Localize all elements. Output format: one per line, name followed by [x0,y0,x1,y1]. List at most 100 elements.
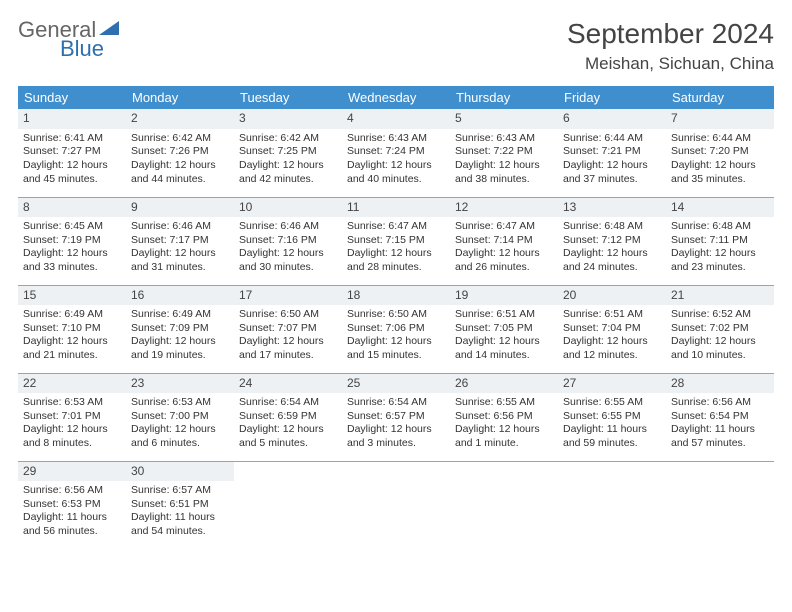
calendar-day-cell [450,461,558,549]
sunrise-text: Sunrise: 6:47 AM [455,220,553,234]
calendar-day-cell: 16Sunrise: 6:49 AMSunset: 7:09 PMDayligh… [126,285,234,373]
day-number: 27 [558,374,666,394]
sunset-text: Sunset: 7:05 PM [455,322,553,336]
sunset-text: Sunset: 7:06 PM [347,322,445,336]
sunrise-text: Sunrise: 6:43 AM [455,132,553,146]
calendar-day-cell: 24Sunrise: 6:54 AMSunset: 6:59 PMDayligh… [234,373,342,461]
calendar-table: Sunday Monday Tuesday Wednesday Thursday… [18,86,774,549]
daylight-text: Daylight: 11 hours [131,511,229,525]
sunset-text: Sunset: 7:17 PM [131,234,229,248]
daylight-text: Daylight: 12 hours [131,423,229,437]
sunset-text: Sunset: 7:10 PM [23,322,121,336]
daylight-text: and 17 minutes. [239,349,337,363]
daylight-text: and 38 minutes. [455,173,553,187]
logo: General Blue [18,18,119,60]
daylight-text: and 24 minutes. [563,261,661,275]
sunset-text: Sunset: 6:55 PM [563,410,661,424]
sunset-text: Sunset: 7:02 PM [671,322,769,336]
daylight-text: and 26 minutes. [455,261,553,275]
daylight-text: and 14 minutes. [455,349,553,363]
sunrise-text: Sunrise: 6:48 AM [671,220,769,234]
sunrise-text: Sunrise: 6:49 AM [131,308,229,322]
calendar-day-cell: 1Sunrise: 6:41 AMSunset: 7:27 PMDaylight… [18,109,126,197]
calendar-day-cell [666,461,774,549]
sunset-text: Sunset: 6:59 PM [239,410,337,424]
daylight-text: Daylight: 12 hours [671,159,769,173]
day-number: 22 [18,374,126,394]
day-number: 6 [558,109,666,129]
sunrise-text: Sunrise: 6:53 AM [131,396,229,410]
calendar-day-cell: 9Sunrise: 6:46 AMSunset: 7:17 PMDaylight… [126,197,234,285]
logo-line2: Blue [60,37,119,60]
sunrise-text: Sunrise: 6:46 AM [239,220,337,234]
day-number: 20 [558,286,666,306]
daylight-text: Daylight: 12 hours [239,335,337,349]
day-number: 11 [342,198,450,218]
daylight-text: Daylight: 12 hours [23,159,121,173]
calendar-day-cell: 29Sunrise: 6:56 AMSunset: 6:53 PMDayligh… [18,461,126,549]
sunset-text: Sunset: 7:25 PM [239,145,337,159]
daylight-text: Daylight: 12 hours [239,159,337,173]
daylight-text: Daylight: 11 hours [23,511,121,525]
daylight-text: Daylight: 12 hours [563,247,661,261]
calendar-day-cell [558,461,666,549]
day-number: 3 [234,109,342,129]
daylight-text: Daylight: 12 hours [455,423,553,437]
daylight-text: Daylight: 12 hours [131,335,229,349]
daylight-text: and 5 minutes. [239,437,337,451]
weekday-header: Saturday [666,86,774,109]
sunrise-text: Sunrise: 6:47 AM [347,220,445,234]
calendar-day-cell: 3Sunrise: 6:42 AMSunset: 7:25 PMDaylight… [234,109,342,197]
daylight-text: Daylight: 11 hours [671,423,769,437]
day-number: 24 [234,374,342,394]
sunrise-text: Sunrise: 6:57 AM [131,484,229,498]
daylight-text: and 12 minutes. [563,349,661,363]
weekday-header: Friday [558,86,666,109]
daylight-text: Daylight: 12 hours [239,247,337,261]
daylight-text: and 37 minutes. [563,173,661,187]
weekday-header: Thursday [450,86,558,109]
sunrise-text: Sunrise: 6:42 AM [131,132,229,146]
sunrise-text: Sunrise: 6:44 AM [563,132,661,146]
daylight-text: Daylight: 12 hours [131,159,229,173]
daylight-text: Daylight: 12 hours [671,335,769,349]
sunset-text: Sunset: 7:12 PM [563,234,661,248]
daylight-text: and 15 minutes. [347,349,445,363]
calendar-day-cell: 14Sunrise: 6:48 AMSunset: 7:11 PMDayligh… [666,197,774,285]
sunset-text: Sunset: 7:09 PM [131,322,229,336]
calendar-day-cell: 6Sunrise: 6:44 AMSunset: 7:21 PMDaylight… [558,109,666,197]
sunset-text: Sunset: 7:22 PM [455,145,553,159]
calendar-day-cell: 19 Sunrise: 6:51 AMSunset: 7:05 PMDayligh… [450,285,558,373]
calendar-day-cell [234,461,342,549]
sunset-text: Sunset: 7:19 PM [23,234,121,248]
sunset-text: Sunset: 7:26 PM [131,145,229,159]
location: Meishan, Sichuan, China [567,54,774,74]
day-number: 19 [450,286,558,306]
day-number: 14 [666,198,774,218]
sunset-text: Sunset: 6:53 PM [23,498,121,512]
calendar-day-cell: 30Sunrise: 6:57 AMSunset: 6:51 PMDayligh… [126,461,234,549]
daylight-text: and 54 minutes. [131,525,229,539]
daylight-text: Daylight: 12 hours [455,247,553,261]
calendar-day-cell: 22Sunrise: 6:53 AMSunset: 7:01 PMDayligh… [18,373,126,461]
day-number: 10 [234,198,342,218]
daylight-text: Daylight: 12 hours [455,335,553,349]
day-number: 30 [126,462,234,482]
calendar-week-row: 29Sunrise: 6:56 AMSunset: 6:53 PMDayligh… [18,461,774,549]
weekday-header: Sunday [18,86,126,109]
sunset-text: Sunset: 7:21 PM [563,145,661,159]
weekday-header: Tuesday [234,86,342,109]
sunset-text: Sunset: 7:20 PM [671,145,769,159]
header: General Blue September 2024 Meishan, Sic… [18,18,774,74]
calendar-day-cell: 26Sunrise: 6:55 AMSunset: 6:56 PMDayligh… [450,373,558,461]
daylight-text: Daylight: 12 hours [23,247,121,261]
sunset-text: Sunset: 7:27 PM [23,145,121,159]
daylight-text: and 10 minutes. [671,349,769,363]
calendar-day-cell: 18Sunrise: 6:50 AMSunset: 7:06 PMDayligh… [342,285,450,373]
daylight-text: and 56 minutes. [23,525,121,539]
sunrise-text: Sunrise: 6:51 AM [563,308,661,322]
sunrise-text: Sunrise: 6:51 AM [455,308,553,322]
day-number: 29 [18,462,126,482]
day-number: 7 [666,109,774,129]
day-number: 18 [342,286,450,306]
